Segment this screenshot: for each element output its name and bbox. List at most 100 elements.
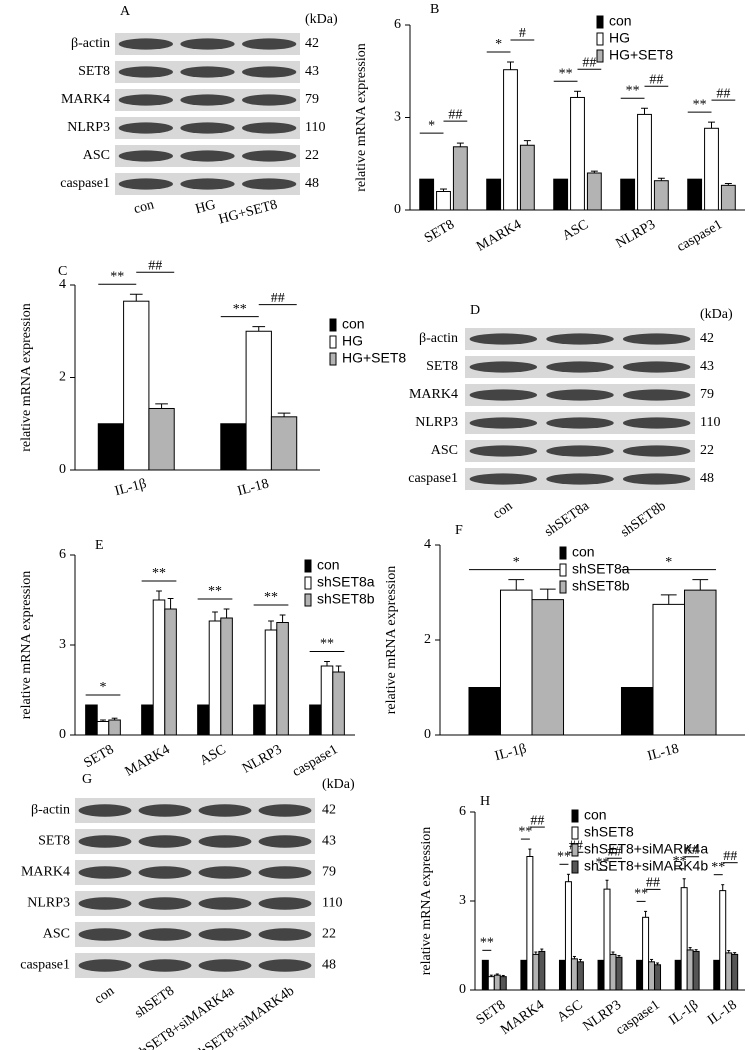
y-tick-label: 3 xyxy=(394,110,401,125)
blot-row-label: β-actin xyxy=(71,36,110,51)
bar xyxy=(648,961,656,991)
lane-label: shSET8a xyxy=(542,498,593,540)
bar xyxy=(253,704,266,736)
blot-kda: 48 xyxy=(305,176,319,191)
bar xyxy=(576,961,584,991)
bar xyxy=(436,191,451,211)
blot-row-label: ASC xyxy=(83,148,110,163)
bar xyxy=(96,721,110,736)
blot-kda: 43 xyxy=(322,834,336,849)
lane-label: con xyxy=(132,197,155,217)
bar xyxy=(642,916,650,991)
sig-label: ** xyxy=(711,860,725,875)
blot-band xyxy=(78,928,132,941)
bar xyxy=(570,958,578,991)
y-tick-label: 6 xyxy=(394,17,401,32)
sig-label: ## xyxy=(448,107,462,122)
bar xyxy=(719,890,727,991)
blot-row-label: β-actin xyxy=(419,331,458,346)
sig-label: ** xyxy=(557,850,571,865)
blot-band xyxy=(546,333,614,345)
blot-band xyxy=(258,835,312,848)
bar xyxy=(220,423,247,471)
blot-row-label: SET8 xyxy=(38,834,70,849)
lane-label: shSET8 xyxy=(132,984,177,1022)
blot-band xyxy=(242,178,297,190)
bar xyxy=(197,704,210,736)
x-tick-label: MARK4 xyxy=(498,998,547,1038)
panel-letter: D xyxy=(470,303,480,318)
sig-label: ** xyxy=(626,83,640,98)
bar xyxy=(680,887,688,991)
x-tick-label: caspase1 xyxy=(613,998,662,1039)
bar xyxy=(531,599,565,736)
legend-label: shSET8 xyxy=(584,824,634,840)
blot-band xyxy=(198,897,252,910)
blot-band xyxy=(118,38,173,50)
blot-row-label: SET8 xyxy=(426,359,458,374)
blot-band xyxy=(118,178,173,190)
blot-band xyxy=(242,94,297,106)
sig-label: ** xyxy=(596,855,610,870)
blot-band xyxy=(242,150,297,162)
bar xyxy=(636,959,644,991)
blot-kda: 79 xyxy=(305,92,319,107)
blot-row-label: SET8 xyxy=(78,64,110,79)
y-tick-label: 0 xyxy=(59,462,66,477)
lane-label: HG+SET8 xyxy=(217,197,279,227)
blot-band xyxy=(198,804,252,817)
blot-band xyxy=(138,959,192,972)
x-tick-label: IL-1β xyxy=(493,741,528,764)
sig-label: * xyxy=(665,555,672,570)
legend-swatch xyxy=(571,843,579,857)
blot-row-label: ASC xyxy=(43,927,70,942)
y-tick-label: 0 xyxy=(59,727,66,742)
blot-band xyxy=(622,389,691,401)
blot-row-label: caspase1 xyxy=(408,471,458,486)
blot-kda: 48 xyxy=(700,471,714,486)
sig-label: ## xyxy=(530,813,544,828)
bar xyxy=(85,704,98,736)
bar xyxy=(720,184,736,211)
y-tick-label: 6 xyxy=(59,547,66,562)
sig-label: ** xyxy=(264,590,278,605)
bar xyxy=(499,976,507,991)
bar xyxy=(526,856,534,991)
x-tick-label: ASC xyxy=(560,217,591,244)
bar xyxy=(686,949,694,991)
bar xyxy=(620,178,636,211)
bar xyxy=(725,952,733,991)
blot-band xyxy=(180,122,235,134)
legend-swatch xyxy=(559,546,567,560)
sig-label: ** xyxy=(208,584,222,599)
sig-label: ** xyxy=(673,854,687,869)
sig-label: ** xyxy=(693,97,707,112)
blot-band xyxy=(180,94,235,106)
bar xyxy=(309,704,322,736)
blot-band xyxy=(546,445,614,457)
y-axis-label: relative mRNA expression xyxy=(419,827,434,976)
y-axis-label: relative mRNA expression xyxy=(384,566,399,715)
legend-label: con xyxy=(609,13,632,29)
bar xyxy=(276,622,289,736)
blot-kda: 48 xyxy=(322,958,336,973)
blot-kda: 110 xyxy=(700,415,720,430)
kda-unit: (kDa) xyxy=(322,777,355,792)
x-tick-label: IL-1β xyxy=(666,998,701,1029)
legend-swatch xyxy=(571,860,579,874)
bar xyxy=(208,620,222,736)
bar xyxy=(637,113,652,211)
legend-swatch xyxy=(329,352,337,366)
legend-label: con xyxy=(317,557,340,573)
bar xyxy=(713,959,721,991)
y-tick-label: 0 xyxy=(424,727,431,742)
blot-band xyxy=(258,959,312,972)
panel-letter: A xyxy=(120,4,131,19)
bar xyxy=(468,687,501,736)
blot-band xyxy=(78,897,132,910)
bar xyxy=(320,665,334,736)
bar xyxy=(704,127,719,211)
legend-label: HG xyxy=(342,333,363,349)
blot-band xyxy=(138,866,192,879)
blot-band xyxy=(469,473,538,485)
